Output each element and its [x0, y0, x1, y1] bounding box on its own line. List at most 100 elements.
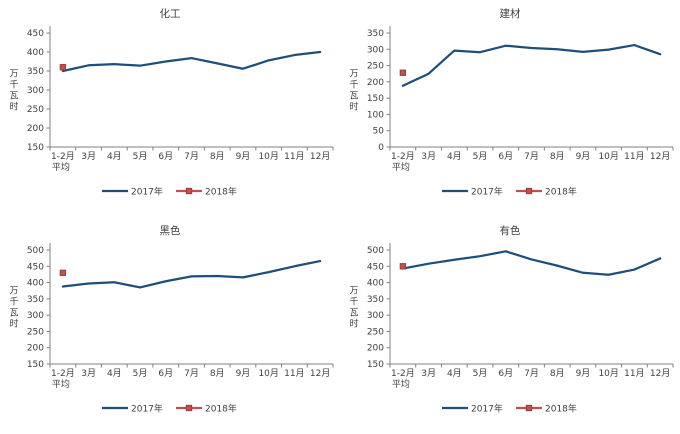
chart-ferrous-metals: 黑色 150 200 250 300 350 400 450 500 万千瓦时 1-2月 平均 3月 4月…: [0, 217, 340, 434]
y-tick-label: 400: [27, 279, 44, 289]
x-tick-label: 12月: [650, 151, 670, 162]
x-tick-label: 7月: [524, 368, 539, 379]
chart-title: 黑色: [160, 224, 181, 237]
x-tick-label: 6月: [158, 151, 173, 162]
x-tick-label: 7月: [524, 151, 539, 162]
x-tick-label: 9月: [236, 368, 251, 379]
y-tick-label: 200: [367, 344, 384, 354]
y-tick-label: 150: [367, 360, 384, 370]
y-axis-unit-label: 万: [349, 287, 358, 297]
y-tick-label: 300: [27, 86, 44, 96]
x-tick-label: 10月: [598, 368, 618, 379]
y-axis-unit-label: 时: [9, 101, 18, 113]
x-tick-label: 10月: [258, 151, 278, 162]
x-tick-label: 4月: [447, 151, 462, 162]
x-tick-label: 9月: [576, 151, 591, 162]
x-tick-label: 1-2月: [391, 368, 415, 379]
series-marker-2: [399, 69, 407, 76]
legend-label-2: 2018年: [205, 403, 237, 415]
y-tick-label: 150: [27, 360, 44, 370]
series-line-1: [401, 43, 662, 87]
y-tick-label: 100: [367, 110, 384, 120]
y-axis-unit-label: 万: [9, 287, 18, 297]
legend-label-1: 2017年: [131, 403, 163, 415]
y-axis-unit-label: 千: [349, 80, 358, 91]
legend-marker-2: [525, 404, 533, 412]
chart-building-materials: 建材 0 50 100 150 200 250 300 350 万千瓦时 1-2月 平均 3月 4月 5月 6…: [340, 0, 680, 217]
y-tick-label: 250: [367, 327, 384, 337]
y-tick-label: 200: [27, 124, 44, 134]
x-tick-label: 11月: [624, 151, 644, 162]
y-axis-unit-label: 时: [349, 101, 358, 113]
legend-label-1: 2017年: [131, 186, 163, 198]
x-tick-label: 12月: [310, 368, 330, 379]
y-tick-label: 250: [27, 327, 44, 337]
y-tick-label: 500: [27, 246, 44, 256]
y-tick-label: 50: [373, 127, 385, 137]
x-tick-label: 7月: [184, 368, 199, 379]
x-tick-label: 3月: [421, 151, 436, 162]
x-tick-label: 6月: [498, 151, 513, 162]
x-tick-label: 6月: [158, 368, 173, 379]
x-tick-label: 1-2月: [51, 151, 75, 162]
x-tick-label: 12月: [310, 151, 330, 162]
x-tick-label: 3月: [81, 151, 96, 162]
y-tick-label: 350: [27, 67, 44, 77]
x-tick-label: 9月: [576, 368, 591, 379]
y-tick-label: 150: [367, 94, 384, 104]
x-tick-label: 6月: [498, 368, 513, 379]
legend-label-1: 2017年: [471, 186, 503, 198]
x-tick-label: 3月: [421, 368, 436, 379]
x-tick-label: 10月: [598, 151, 618, 162]
x-tick-label: 11月: [284, 368, 304, 379]
chart-chemicals: 化工 150 200 250 300 350 400 450 万千瓦时 1-2月 平均 3月 4月 5月 6…: [0, 0, 340, 217]
y-axis-unit-label: 万: [349, 70, 358, 80]
x-tick-sublabel: 平均: [52, 378, 70, 390]
x-tick-label: 11月: [624, 368, 644, 379]
x-tick-label: 10月: [258, 368, 278, 379]
y-tick-label: 250: [27, 105, 44, 115]
y-axis-unit-label: 千: [9, 297, 18, 308]
y-axis-unit-label: 万: [9, 70, 18, 80]
x-tick-label: 5月: [133, 368, 148, 379]
x-tick-label: 3月: [81, 368, 96, 379]
y-tick-label: 500: [367, 246, 384, 256]
x-tick-label: 7月: [184, 151, 199, 162]
x-tick-label: 8月: [550, 151, 565, 162]
y-tick-label: 400: [27, 48, 44, 58]
y-tick-label: 350: [367, 295, 384, 305]
x-tick-label: 1-2月: [391, 151, 415, 162]
x-tick-label: 8月: [550, 368, 565, 379]
y-tick-label: 300: [367, 45, 384, 55]
legend-label-2: 2018年: [545, 186, 577, 198]
chart-title: 建材: [500, 7, 521, 20]
y-tick-label: 450: [27, 262, 44, 272]
series-marker-2: [399, 263, 407, 270]
x-tick-label: 1-2月: [51, 368, 75, 379]
x-tick-sublabel: 平均: [392, 378, 410, 390]
x-tick-sublabel: 平均: [392, 161, 410, 173]
x-tick-label: 4月: [107, 151, 122, 162]
legend-marker-2: [185, 187, 193, 195]
y-axis-unit-label: 瓦: [349, 91, 358, 102]
legend-label-2: 2018年: [205, 186, 237, 198]
x-tick-label: 11月: [284, 151, 304, 162]
x-tick-label: 12月: [650, 368, 670, 379]
y-tick-label: 250: [367, 62, 384, 72]
y-axis-unit-label: 时: [349, 318, 358, 330]
y-tick-label: 200: [27, 344, 44, 354]
y-tick-label: 450: [367, 262, 384, 272]
series-line-1: [61, 259, 322, 289]
y-tick-label: 400: [367, 279, 384, 289]
chart-nonferrous-metals: 有色 150 200 250 300 350 400 450 500 万千瓦时 1-2月 平均 3月 4月…: [340, 217, 680, 434]
y-tick-label: 450: [27, 29, 44, 39]
y-axis-unit-label: 千: [9, 80, 18, 91]
y-tick-label: 350: [367, 29, 384, 39]
y-tick-label: 300: [27, 311, 44, 321]
y-tick-label: 350: [27, 295, 44, 305]
x-tick-sublabel: 平均: [52, 161, 70, 173]
series-marker-2: [59, 269, 67, 276]
legend-label-1: 2017年: [471, 403, 503, 415]
